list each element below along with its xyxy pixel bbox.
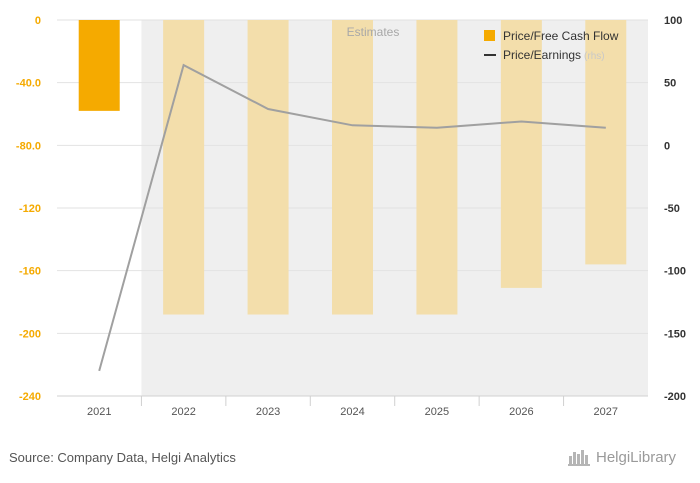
helgi-library-logo[interactable]: HelgiLibrary (568, 446, 676, 468)
bar-2021 (78, 20, 120, 111)
x-tick-label: 2026 (509, 406, 533, 418)
x-tick-label: 2021 (87, 406, 111, 418)
x-tick-label: 2023 (256, 406, 280, 418)
estimates-label: Estimates (347, 25, 400, 39)
y-right-tick-label: -50 (664, 203, 680, 215)
legend: Price/Free Cash Flow Price/Earnings (rhs) (484, 29, 619, 62)
y-left-tick-label: 0 (35, 15, 41, 27)
bar-2023 (247, 20, 289, 315)
y-right-tick-label: 100 (664, 15, 682, 27)
y-left-tick-label: -240 (19, 391, 41, 403)
library-logo-icon (568, 448, 590, 466)
legend-label-pfcf: Price/Free Cash Flow (503, 29, 619, 43)
x-tick-label: 2024 (340, 406, 364, 418)
legend-label-pe-suffix: (rhs) (584, 51, 605, 62)
x-tick-label: 2022 (171, 406, 195, 418)
bar-2022 (163, 20, 205, 315)
source-note: Source: Company Data, Helgi Analytics (9, 450, 236, 465)
y-right-tick-label: -100 (664, 266, 686, 278)
bar-2027 (585, 20, 627, 265)
bar-2024 (332, 20, 373, 315)
x-tick-label: 2025 (425, 406, 449, 418)
bar-2026 (500, 20, 542, 288)
x-tick-label: 2027 (594, 406, 618, 418)
y-left-tick-label: -40.0 (16, 78, 41, 90)
legend-label-pe: Price/Earnings (rhs) (503, 48, 605, 62)
y-left-tick-label: -80.0 (16, 140, 41, 152)
bar-2025 (416, 20, 458, 315)
y-left-tick-label: -160 (19, 266, 41, 278)
y-right-tick-label: 0 (664, 140, 670, 152)
chart: 2021 2022 2023 2024 2025 2026 2027 0 -40.0 -80.0 -… (16, 15, 686, 418)
y-left-tick-label: -120 (19, 203, 41, 215)
logo-text: HelgiLibrary (596, 448, 677, 466)
y-right-tick-label: -200 (664, 391, 686, 403)
y-right-tick-label: -150 (664, 328, 686, 340)
y-right-tick-label: 50 (664, 78, 676, 90)
y-left-tick-label: -200 (19, 328, 41, 340)
legend-swatch-pfcf (484, 30, 495, 41)
legend-label-pe-name: Price/Earnings (503, 48, 581, 62)
